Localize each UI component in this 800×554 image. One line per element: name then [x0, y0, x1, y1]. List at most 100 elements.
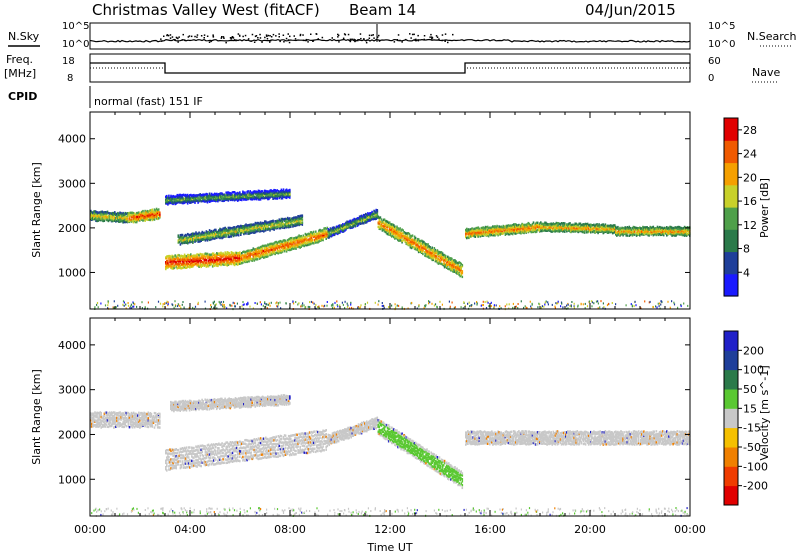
- noise-dot: [370, 34, 373, 37]
- data-cell: [214, 259, 216, 262]
- data-cell: [387, 221, 390, 224]
- data-cell: [375, 208, 377, 212]
- noise-dot: [447, 41, 449, 44]
- data-cell: [496, 229, 498, 232]
- noise-dot: [259, 33, 261, 36]
- data-cell: [411, 234, 414, 237]
- noise-dot: [365, 41, 368, 44]
- data-cell: [278, 191, 281, 194]
- data-cell: [233, 232, 236, 235]
- data-cell: [96, 219, 98, 223]
- data-cell: [179, 255, 182, 258]
- data-cell: [278, 193, 281, 196]
- data-cell: [630, 228, 633, 231]
- data-cell: [311, 238, 314, 241]
- data-cell: [598, 223, 600, 226]
- data-cell: [385, 232, 388, 235]
- data-cell: [195, 254, 197, 257]
- data-cell: [603, 226, 606, 229]
- data-cell: [455, 261, 457, 265]
- data-cell: [248, 223, 250, 227]
- noise-dot: [160, 38, 162, 40]
- noise-dot: [237, 33, 240, 35]
- data-cell: [489, 231, 491, 234]
- data-cell: [183, 264, 186, 267]
- data-cell: [381, 221, 384, 224]
- data-cell: [386, 220, 389, 224]
- data-cell: [625, 227, 627, 230]
- data-cell: [154, 216, 157, 219]
- data-cell: [436, 259, 439, 263]
- data-cell: [461, 270, 464, 273]
- data-cell: [241, 262, 243, 265]
- data-cell: [516, 225, 518, 228]
- data-cell: [208, 200, 211, 203]
- data-cell: [312, 242, 315, 245]
- data-cell: [180, 235, 183, 238]
- data-cell: [265, 248, 267, 252]
- noise-dot: [411, 33, 414, 36]
- data-cell: [182, 260, 185, 264]
- data-cell: [331, 226, 334, 230]
- data-cell: [283, 243, 286, 246]
- data-cell: [643, 231, 645, 235]
- data-cell: [421, 250, 423, 254]
- data-cell: [281, 249, 284, 252]
- data-cell: [101, 210, 104, 213]
- noise-dot: [375, 38, 378, 41]
- data-cell: [395, 232, 397, 236]
- data-cell: [359, 217, 362, 220]
- data-cell: [347, 225, 349, 228]
- data-cell: [568, 222, 570, 225]
- data-cell: [412, 245, 415, 248]
- data-cell: [206, 263, 209, 266]
- data-cell: [351, 219, 354, 222]
- data-cell: [599, 229, 601, 232]
- data-cell: [316, 235, 318, 239]
- data-cell: [217, 198, 219, 201]
- data-cell: [194, 259, 196, 263]
- data-cell: [430, 252, 432, 255]
- data-cell: [185, 234, 188, 237]
- data-cell: [191, 194, 193, 197]
- data-cell: [587, 224, 590, 227]
- data-cell: [394, 237, 396, 240]
- data-cell: [194, 258, 196, 261]
- data-cell: [301, 244, 304, 247]
- data-cell: [209, 232, 212, 235]
- data-cell: [343, 226, 345, 230]
- data-cell: [267, 191, 269, 194]
- data-cell: [589, 230, 591, 233]
- data-cell: [206, 254, 209, 257]
- data-cell: [365, 221, 367, 224]
- data-cell: [167, 264, 169, 267]
- data-cell: [594, 226, 596, 230]
- data-cell: [260, 247, 263, 250]
- data-cell: [575, 222, 577, 225]
- data-cell: [485, 233, 488, 237]
- noise-dot: [396, 39, 399, 41]
- data-cell: [665, 232, 667, 235]
- data-cell: [450, 264, 452, 267]
- data-cell: [628, 234, 631, 237]
- data-cell: [296, 245, 298, 248]
- data-cell: [145, 217, 147, 220]
- data-cell: [251, 226, 254, 230]
- data-cell: [233, 261, 236, 264]
- data-cell: [176, 199, 179, 203]
- data-cell: [233, 234, 236, 237]
- data-cell: [536, 228, 539, 232]
- data-cell: [354, 222, 357, 225]
- data-cell: [246, 192, 248, 196]
- data-cell: [227, 261, 230, 264]
- data-cell: [383, 224, 386, 228]
- data-cell: [528, 225, 531, 228]
- data-cell: [180, 198, 183, 202]
- data-cell: [98, 211, 100, 214]
- data-cell: [232, 191, 235, 194]
- data-cell: [387, 230, 390, 233]
- data-cell: [216, 230, 218, 234]
- data-cell: [298, 242, 300, 246]
- data-cell: [330, 235, 333, 238]
- data-cell: [209, 198, 212, 201]
